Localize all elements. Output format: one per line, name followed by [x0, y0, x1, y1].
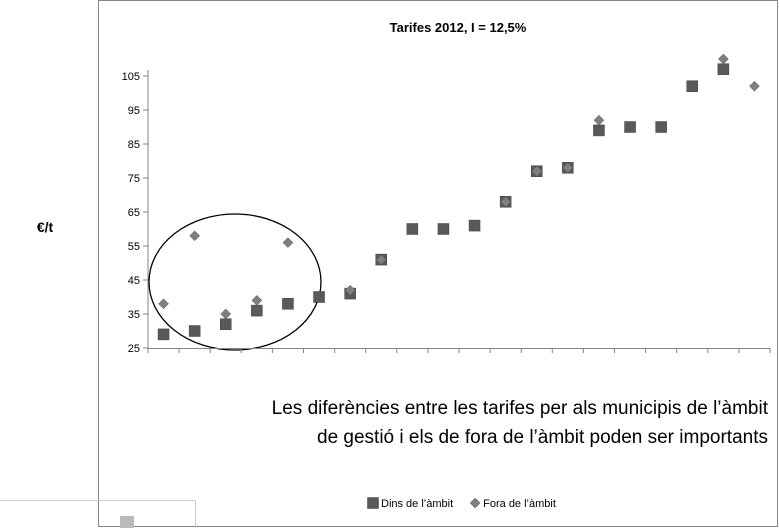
y-tick-label: 35 — [128, 309, 140, 321]
marker-square — [220, 318, 232, 330]
marker-square — [717, 63, 730, 75]
y-tick-label: 95 — [128, 105, 140, 117]
marker-diamond — [189, 230, 201, 242]
marker-diamond — [158, 298, 169, 310]
marker-square — [406, 223, 419, 235]
chart-frame — [98, 0, 778, 527]
y-tick-label: 55 — [128, 241, 140, 253]
marker-diamond — [531, 165, 543, 177]
legend-label: Dins de l’àmbit — [381, 498, 453, 510]
annotation: de gestió i els de fora de l’àmbit poden… — [317, 427, 768, 448]
marker-square — [157, 328, 170, 341]
marker-square — [686, 80, 698, 92]
y-axis-label: €/t — [37, 219, 54, 235]
logo — [120, 516, 134, 528]
chart-title: Tarifes 2012, I = 12,5% — [390, 20, 527, 35]
marker-diamond — [282, 237, 294, 248]
marker-square — [188, 325, 201, 337]
marker-square — [593, 124, 605, 137]
y-tick-label: 105 — [122, 71, 140, 83]
annotation: Les diferències entre les tarifes per al… — [272, 398, 769, 419]
legend-label: Fora de l’àmbit — [483, 498, 556, 510]
marker-square — [437, 223, 450, 235]
y-tick-label: 65 — [128, 207, 140, 219]
marker-diamond — [593, 114, 605, 126]
marker-diamond — [469, 497, 481, 509]
y-tick-label: 75 — [128, 173, 140, 185]
marker-square — [251, 304, 263, 317]
y-tick-label: 85 — [128, 139, 140, 151]
marker-square — [655, 121, 667, 133]
marker-diamond — [500, 196, 512, 208]
marker-square — [313, 291, 325, 303]
y-tick-label: 45 — [128, 275, 140, 287]
y-tick-label: 25 — [128, 343, 140, 355]
marker-square — [624, 121, 636, 133]
legend: Dins de l’àmbit Fora de l’àmbit — [367, 497, 556, 510]
marker-square — [468, 219, 481, 232]
highlight-ellipse — [148, 213, 322, 351]
marker-diamond — [251, 295, 263, 306]
marker-square — [282, 298, 294, 310]
marker-diamond — [344, 284, 356, 296]
marker-diamond — [562, 162, 574, 174]
marker-diamond — [220, 308, 232, 320]
marker-diamond — [749, 80, 760, 92]
marker-square — [367, 497, 379, 509]
marker-diamond — [375, 254, 387, 265]
marker-diamond — [717, 53, 729, 65]
